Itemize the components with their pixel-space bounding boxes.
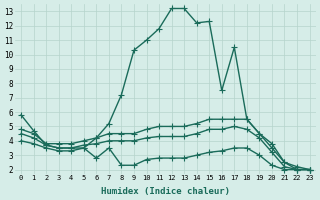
X-axis label: Humidex (Indice chaleur): Humidex (Indice chaleur) <box>101 187 230 196</box>
